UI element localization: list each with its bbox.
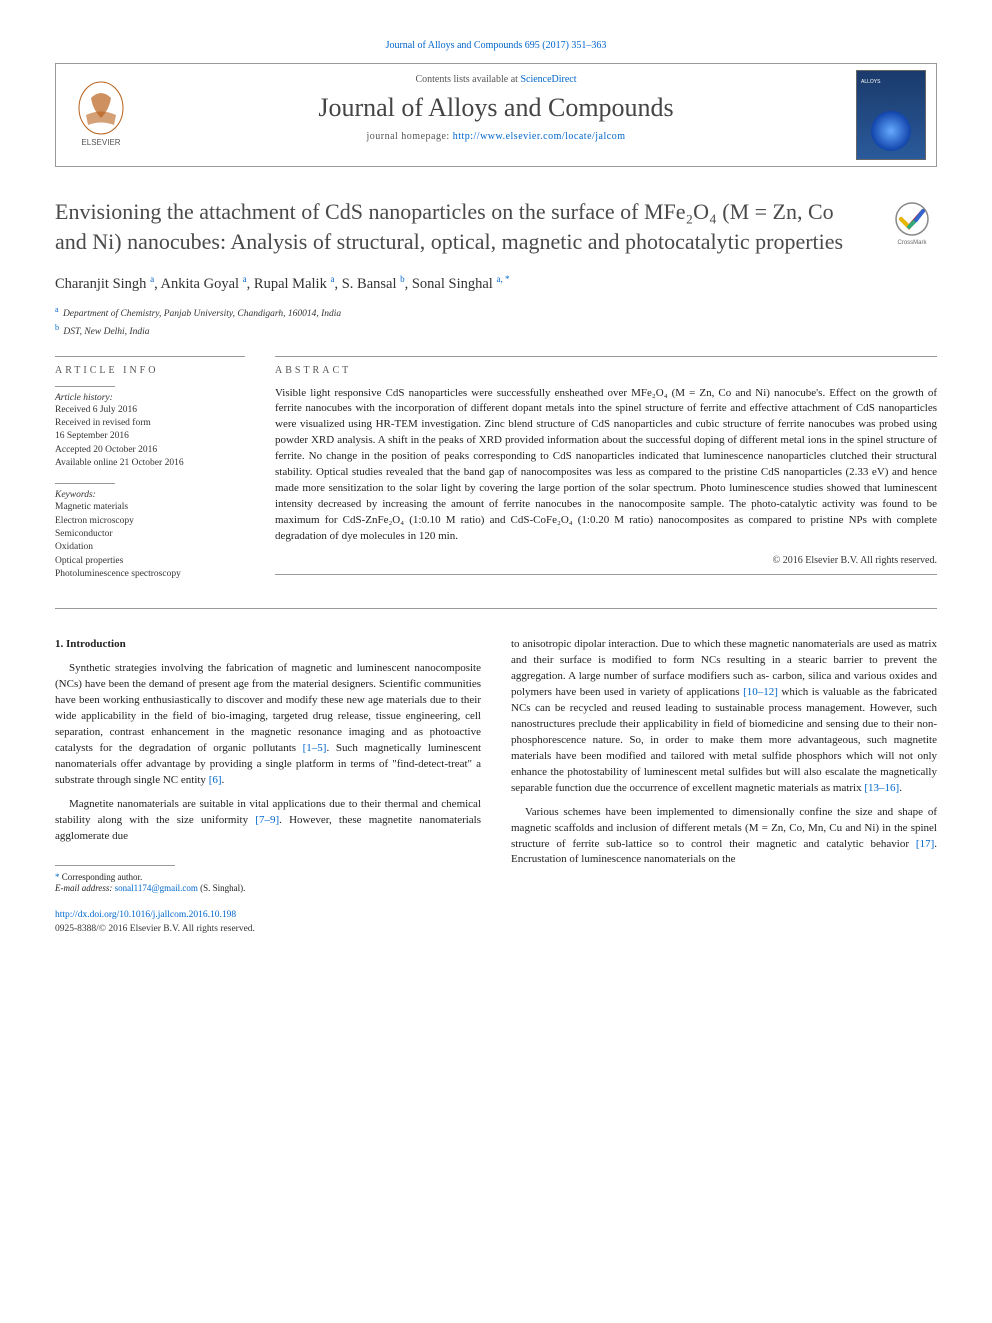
publisher-logo-cell: ELSEVIER: [56, 64, 146, 166]
keyword: Photoluminescence spectroscopy: [55, 568, 245, 580]
abstract-column: ABSTRACT Visible light responsive CdS na…: [275, 356, 937, 595]
sciencedirect-link[interactable]: ScienceDirect: [520, 74, 576, 85]
body-column-left: 1. Introduction Synthetic strategies inv…: [55, 637, 481, 936]
crossmark-badge[interactable]: CrossMark: [887, 197, 937, 247]
keyword: Electron microscopy: [55, 515, 245, 527]
body-text: Various schemes have been implemented to…: [511, 806, 937, 850]
journal-header-center: Contents lists available at ScienceDirec…: [146, 64, 846, 166]
body-text: .: [222, 774, 225, 786]
body-column-right: to anisotropic dipolar interaction. Due …: [511, 637, 937, 936]
abstract-copyright: © 2016 Elsevier B.V. All rights reserved…: [275, 555, 937, 566]
history-line: 16 September 2016: [55, 430, 245, 442]
history-line: Available online 21 October 2016: [55, 457, 245, 469]
cover-cell: [846, 64, 936, 166]
contents-list-line: Contents lists available at ScienceDirec…: [146, 74, 846, 85]
doi-link[interactable]: http://dx.doi.org/10.1016/j.jallcom.2016…: [55, 910, 236, 920]
citation-ref[interactable]: [10–12]: [743, 686, 778, 698]
page-container: Journal of Alloys and Compounds 695 (201…: [0, 0, 992, 976]
article-title: Envisioning the attachment of CdS nanopa…: [55, 197, 867, 256]
citation-ref[interactable]: [1–5]: [303, 742, 327, 754]
body-text: .: [899, 782, 902, 794]
homepage-prefix: journal homepage:: [366, 131, 452, 142]
svg-text:CrossMark: CrossMark: [897, 240, 927, 246]
svg-text:ELSEVIER: ELSEVIER: [81, 138, 120, 147]
author-email-link[interactable]: sonal1174@gmail.com: [115, 883, 198, 893]
article-info-heading: ARTICLE INFO: [55, 356, 245, 376]
history-line: Received in revised form: [55, 417, 245, 429]
email-note: E-mail address: sonal1174@gmail.com (S. …: [55, 883, 481, 895]
keyword: Optical properties: [55, 555, 245, 567]
contents-prefix: Contents lists available at: [415, 74, 520, 85]
history-label: Article history:: [55, 393, 245, 403]
corresponding-author-note: * Corresponding author.: [55, 872, 481, 884]
citation-ref[interactable]: [7–9]: [255, 814, 279, 826]
abstract-text: Visible light responsive CdS nanoparticl…: [275, 386, 937, 545]
citation-ref[interactable]: [6]: [209, 774, 222, 786]
section-heading: 1. Introduction: [55, 637, 481, 653]
body-text: Synthetic strategies involving the fabri…: [55, 662, 481, 754]
homepage-link[interactable]: http://www.elsevier.com/locate/jalcom: [453, 131, 626, 142]
citation-ref[interactable]: [13–16]: [864, 782, 899, 794]
journal-cover-thumbnail: [856, 70, 926, 160]
issn-line: 0925-8388/© 2016 Elsevier B.V. All right…: [55, 923, 481, 937]
journal-header: ELSEVIER Contents lists available at Sci…: [55, 63, 937, 167]
history-line: Accepted 20 October 2016: [55, 444, 245, 456]
elsevier-logo: ELSEVIER: [71, 80, 131, 150]
citation-line: Journal of Alloys and Compounds 695 (201…: [55, 40, 937, 51]
keywords-label: Keywords:: [55, 490, 245, 500]
affiliation-a: a Department of Chemistry, Panjab Univer…: [55, 305, 937, 319]
author-list: Charanjit Singh a, Ankita Goyal a, Rupal…: [55, 274, 937, 293]
abstract-heading: ABSTRACT: [275, 356, 937, 376]
body-text: which is valuable as the fabricated NCs …: [511, 686, 937, 794]
body-columns: 1. Introduction Synthetic strategies inv…: [55, 637, 937, 936]
article-info-column: ARTICLE INFO Article history: Received 6…: [55, 356, 245, 595]
homepage-line: journal homepage: http://www.elsevier.co…: [146, 131, 846, 142]
journal-name: Journal of Alloys and Compounds: [146, 93, 846, 123]
keyword: Oxidation: [55, 541, 245, 553]
affiliation-b: b DST, New Delhi, India: [55, 323, 937, 337]
history-line: Received 6 July 2016: [55, 404, 245, 416]
keyword: Semiconductor: [55, 528, 245, 540]
keyword: Magnetic materials: [55, 501, 245, 513]
citation-ref[interactable]: [17]: [916, 838, 934, 850]
